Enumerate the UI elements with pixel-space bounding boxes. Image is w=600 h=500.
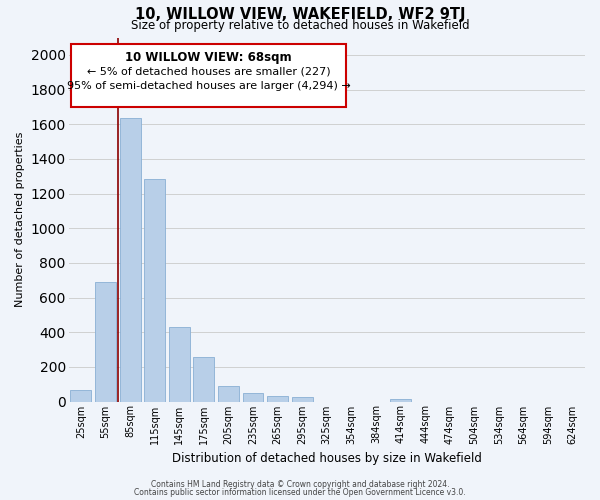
Bar xyxy=(193,358,214,402)
Bar xyxy=(390,399,411,402)
Text: ← 5% of detached houses are smaller (227): ← 5% of detached houses are smaller (227… xyxy=(86,67,331,77)
Bar xyxy=(144,179,165,402)
Bar xyxy=(218,386,239,402)
Bar xyxy=(70,390,91,402)
Text: Contains HM Land Registry data © Crown copyright and database right 2024.: Contains HM Land Registry data © Crown c… xyxy=(151,480,449,489)
Text: 95% of semi-detached houses are larger (4,294) →: 95% of semi-detached houses are larger (… xyxy=(67,81,350,91)
Text: Contains public sector information licensed under the Open Government Licence v3: Contains public sector information licen… xyxy=(134,488,466,497)
Bar xyxy=(169,327,190,402)
Bar xyxy=(242,392,263,402)
Text: 10, WILLOW VIEW, WAKEFIELD, WF2 9TJ: 10, WILLOW VIEW, WAKEFIELD, WF2 9TJ xyxy=(135,8,465,22)
X-axis label: Distribution of detached houses by size in Wakefield: Distribution of detached houses by size … xyxy=(172,452,482,465)
Bar xyxy=(119,118,140,402)
Text: Size of property relative to detached houses in Wakefield: Size of property relative to detached ho… xyxy=(131,18,469,32)
Y-axis label: Number of detached properties: Number of detached properties xyxy=(15,132,25,307)
Bar xyxy=(95,282,116,402)
FancyBboxPatch shape xyxy=(71,44,346,107)
Text: 10 WILLOW VIEW: 68sqm: 10 WILLOW VIEW: 68sqm xyxy=(125,52,292,64)
Bar xyxy=(292,397,313,402)
Bar xyxy=(267,396,288,402)
